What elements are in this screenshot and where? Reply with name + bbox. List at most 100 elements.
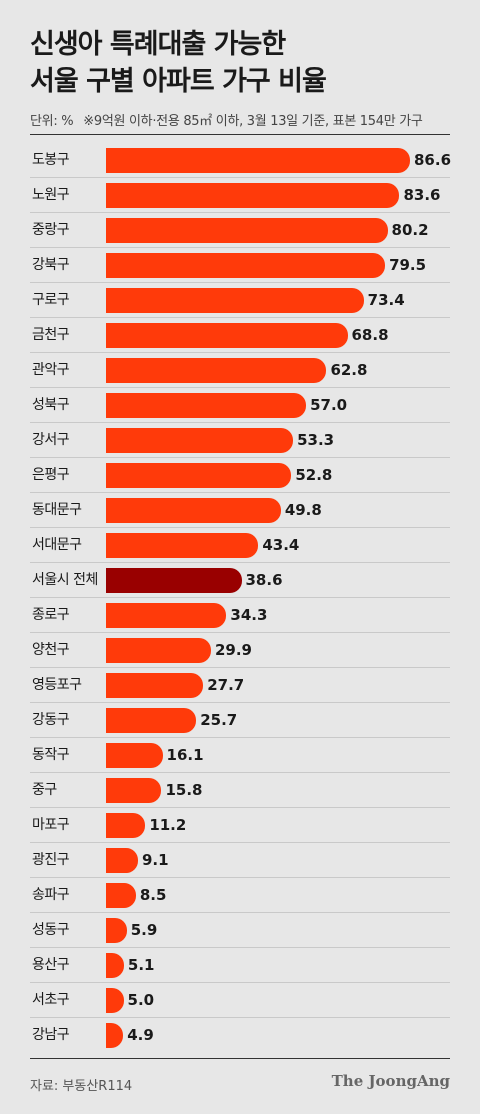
row-divider <box>30 667 450 668</box>
bar <box>106 183 400 208</box>
bar-row: 은평구 52.8 <box>30 458 450 493</box>
bar-row: 서울시 전체 38.6 <box>30 563 450 598</box>
bar <box>106 953 124 978</box>
row-divider <box>30 632 450 633</box>
bar-row: 중랑구 80.2 <box>30 213 450 248</box>
category-label: 마포구 <box>32 817 70 833</box>
bar <box>106 148 410 173</box>
category-label: 성동구 <box>32 922 70 938</box>
category-label: 강동구 <box>32 712 70 728</box>
value-label: 43.4 <box>262 536 300 554</box>
row-divider <box>30 422 450 423</box>
value-label: 16.1 <box>166 746 204 764</box>
publisher-logo: The JoongAng <box>331 1072 450 1090</box>
bar <box>106 918 127 943</box>
category-label: 영등포구 <box>32 677 82 693</box>
value-label: 68.8 <box>351 326 389 344</box>
bar-row: 송파구 8.5 <box>30 878 450 913</box>
bar-row: 동작구 16.1 <box>30 738 450 773</box>
value-label: 80.2 <box>391 221 429 239</box>
category-label: 광진구 <box>32 852 70 868</box>
row-divider <box>30 387 450 388</box>
row-divider <box>30 177 450 178</box>
source-label: 자료: 부동산R114 <box>30 1079 133 1094</box>
category-label: 노원구 <box>32 187 70 203</box>
value-label: 86.6 <box>414 151 452 169</box>
bar <box>106 218 388 243</box>
top-divider <box>30 134 450 135</box>
bar-row: 성북구 57.0 <box>30 388 450 423</box>
row-divider <box>30 492 450 493</box>
category-label: 중랑구 <box>32 222 70 238</box>
category-label: 송파구 <box>32 887 70 903</box>
value-label: 15.8 <box>165 781 203 799</box>
bar-row: 구로구 73.4 <box>30 283 450 318</box>
value-label: 52.8 <box>295 466 333 484</box>
row-divider <box>30 212 450 213</box>
bar-row: 영등포구 27.7 <box>30 668 450 703</box>
value-label: 38.6 <box>245 571 283 589</box>
bar <box>106 603 227 628</box>
bar-row: 서초구 5.0 <box>30 983 450 1018</box>
bar-highlight <box>106 568 242 593</box>
bar-row: 동대문구 49.8 <box>30 493 450 528</box>
bar-row: 서대문구 43.4 <box>30 528 450 563</box>
value-label: 27.7 <box>207 676 245 694</box>
value-label: 49.8 <box>284 501 322 519</box>
category-label: 성북구 <box>32 397 70 413</box>
bar <box>106 638 211 663</box>
value-label: 25.7 <box>200 711 238 729</box>
bar-row: 강동구 25.7 <box>30 703 450 738</box>
bar <box>106 533 259 558</box>
bar <box>106 1023 124 1048</box>
value-label: 8.5 <box>139 886 167 904</box>
row-divider <box>30 282 450 283</box>
category-label: 중구 <box>32 782 57 798</box>
bar <box>106 883 136 908</box>
category-label: 서울시 전체 <box>32 572 98 588</box>
value-label: 9.1 <box>141 851 169 869</box>
category-label: 서대문구 <box>32 537 82 553</box>
bar-row: 종로구 34.3 <box>30 598 450 633</box>
chart-note: 단위: % ※9억원 이하·전용 85㎡ 이하, 3월 13일 기준, 표본 15… <box>30 110 423 129</box>
category-label: 용산구 <box>32 957 70 973</box>
bar-row: 강서구 53.3 <box>30 423 450 458</box>
value-label: 11.2 <box>149 816 187 834</box>
bar-row: 중구 15.8 <box>30 773 450 808</box>
bar <box>106 743 163 768</box>
row-divider <box>30 352 450 353</box>
category-label: 동작구 <box>32 747 70 763</box>
bar <box>106 673 204 698</box>
row-divider <box>30 317 450 318</box>
category-label: 강서구 <box>32 432 70 448</box>
bar-row: 노원구 83.6 <box>30 178 450 213</box>
unit-label: 단위: % <box>30 114 74 129</box>
value-label: 5.1 <box>127 956 155 974</box>
bar <box>106 393 307 418</box>
title-line-1: 신생아 특례대출 가능한 <box>30 29 286 60</box>
bar-row: 양천구 29.9 <box>30 633 450 668</box>
category-label: 관악구 <box>32 362 70 378</box>
bottom-divider <box>30 1058 450 1059</box>
row-divider <box>30 842 450 843</box>
value-label: 4.9 <box>127 1026 154 1044</box>
category-label: 동대문구 <box>32 502 82 518</box>
bar-chart: 도봉구 86.6 노원구 83.6 중랑구 80.2 강북구 79.5 구로구 73.4 금천구 68… <box>30 143 452 1051</box>
value-label: 34.3 <box>230 606 268 624</box>
bar <box>106 498 281 523</box>
row-divider <box>30 982 450 983</box>
category-label: 서초구 <box>32 992 70 1008</box>
category-label: 금천구 <box>32 327 70 343</box>
row-divider <box>30 877 450 878</box>
value-label: 73.4 <box>367 291 405 309</box>
row-divider <box>30 807 450 808</box>
value-label: 5.0 <box>127 991 155 1009</box>
value-label: 57.0 <box>310 396 348 414</box>
category-label: 은평구 <box>32 467 70 483</box>
bar <box>106 428 294 453</box>
bar <box>106 358 327 383</box>
row-divider <box>30 457 450 458</box>
bar-row: 광진구 9.1 <box>30 843 450 878</box>
bar-row: 마포구 11.2 <box>30 808 450 843</box>
category-label: 강북구 <box>32 257 70 273</box>
